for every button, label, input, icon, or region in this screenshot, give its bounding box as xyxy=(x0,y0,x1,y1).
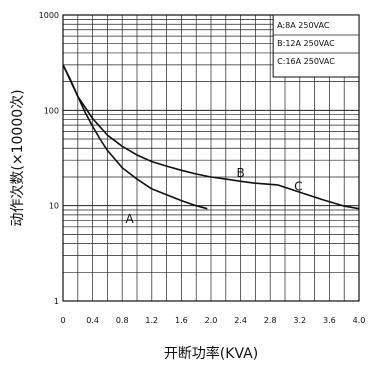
series-line-A xyxy=(62,64,208,210)
series-line-B xyxy=(62,64,278,186)
x-tick-label: 2.0 xyxy=(205,316,218,325)
x-tick-label: 3.6 xyxy=(323,316,336,325)
series-lines xyxy=(62,64,360,210)
x-tick-label: 1.2 xyxy=(145,316,158,325)
curve-label-A: A xyxy=(125,212,134,226)
y-axis-label: 动作次数(×10000次) xyxy=(10,89,26,226)
x-tick-label: 2.4 xyxy=(234,316,247,325)
legend-entry: C:16A 250VAC xyxy=(277,57,335,66)
x-axis-label: 开断功率(KVA) xyxy=(164,345,258,362)
curve-label-C: C xyxy=(294,179,302,193)
y-tick-label: 100 xyxy=(44,106,59,115)
curve-label-B: B xyxy=(236,166,244,180)
y-tick-label: 1000 xyxy=(39,11,59,20)
tick-labels: 0 0.4 0.8 1.2 1.6 2.0 2.4 2.8 3.2 3.6 4.0 1 10 100 100… xyxy=(39,11,366,325)
legend: A:8A 250VAC B:12A 250VAC C:16A 250VAC xyxy=(272,14,360,78)
x-tick-label: 4.0 xyxy=(353,316,366,325)
axes xyxy=(62,14,360,302)
plot-frame xyxy=(62,14,360,302)
legend-entry: A:8A 250VAC xyxy=(277,21,330,30)
legend-box xyxy=(272,14,360,78)
curve-labels: A B C xyxy=(125,166,302,226)
x-tick-label: 0 xyxy=(60,316,65,325)
y-tick-label: 1 xyxy=(54,297,59,306)
legend-entry: B:12A 250VAC xyxy=(277,39,335,48)
x-tick-label: 1.6 xyxy=(175,316,188,325)
x-tick-label: 3.2 xyxy=(293,316,306,325)
x-tick-label: 0.4 xyxy=(86,316,99,325)
y-tick-label: 10 xyxy=(49,202,59,211)
series-line-C xyxy=(277,184,360,210)
x-tick-label: 0.8 xyxy=(116,316,129,325)
x-tick-label: 2.8 xyxy=(264,316,277,325)
